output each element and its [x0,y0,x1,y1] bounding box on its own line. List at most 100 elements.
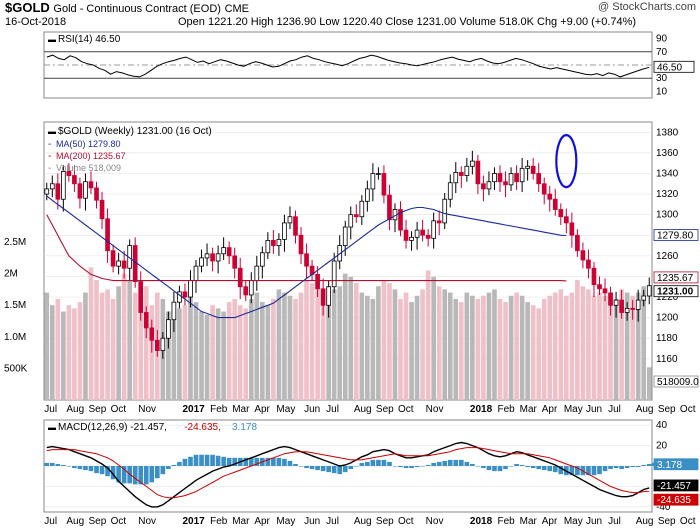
macd-histogram-bar [597,466,602,475]
volume-bar [132,292,138,400]
x-tick-label: Sep [376,404,394,415]
volume-bar [503,302,508,400]
macd-histogram-bar [547,466,553,472]
volume-bar [315,289,320,400]
macd-histogram-bar [458,459,464,466]
candle-body [232,255,238,269]
volume-bar [116,286,121,400]
rsi-tick-label: 90 [656,34,668,45]
volume-bar [276,289,282,400]
macd-histogram-bar [166,466,171,470]
candle-body [630,307,635,310]
x-tick-label: Sep [658,404,676,415]
candle-body [282,222,287,240]
macd-histogram-bar [552,466,558,473]
macd-histogram-bar [586,466,591,476]
macd-histogram-bar [403,466,409,469]
volume-bar [376,286,381,400]
volume-bar [619,289,624,400]
volume-bar [552,292,558,400]
candle-body [166,319,171,339]
price-legend-item: MA(50) 1279.80 [56,139,121,149]
volume-bar [602,295,608,400]
volume-bar [486,292,492,400]
volume-bar [265,305,271,400]
macd-x-tick-label: Feb [210,516,228,527]
x-tick-label: Aug [66,404,84,415]
macd-histogram-bar [121,466,127,484]
macd-histogram-bar [541,466,547,471]
macd-histogram-bar [248,457,254,466]
volume-bar [143,286,149,400]
macd-histogram-bar [575,466,580,476]
price-legend-item: MA(200) 1235.67 [56,151,126,161]
x-tick-label: Oct [111,404,127,415]
candle-body [497,173,503,183]
volume-bar [508,295,514,400]
macd-histogram-bar [315,466,320,471]
rsi-last-value: 46.50 [657,62,682,73]
macd-histogram-bar [265,457,271,466]
candle-body [342,226,348,246]
candle-body [635,299,641,310]
macd-histogram-bar [143,466,149,485]
volume-bar [61,311,66,400]
ma200-last-value-box [653,271,699,284]
price-legend-swatch: ▬ [48,127,56,136]
volume-bar [359,292,365,400]
macd-histogram-bar [331,466,337,474]
volume-bar [260,302,265,400]
macd-histogram-bar [591,466,597,476]
macd-histogram-bar [387,461,392,466]
macd-line [46,441,650,508]
volume-bar [525,302,530,400]
candle-body [94,187,99,201]
macd-histogram-bar [188,456,193,466]
volume-bar [99,292,105,400]
macd-x-tick-label: Oct [111,516,127,527]
candle-body [160,337,166,351]
candle-body [458,172,464,176]
volume-bar [470,295,475,400]
instrument-name: Gold - Continuous Contract (EOD) [53,3,221,15]
volume-bar [420,289,425,400]
volume-bar [586,289,591,400]
volume-bar [464,292,470,400]
macd-x-tick-label: 2017 [182,516,205,527]
volume-bar [558,289,564,400]
candle-body [503,181,508,186]
candle-body [105,218,110,252]
candle-body [287,216,293,224]
macd-histogram-bar [503,466,508,470]
macd-histogram-bar [414,466,420,468]
candle-body [77,183,83,199]
candle-body [591,267,597,286]
volume-tick-label: 2.5M [4,237,26,248]
macd-histogram-bar [105,466,110,477]
macd-x-tick-label: Sep [658,516,676,527]
volume-bar [304,279,309,400]
exchange: CME [224,3,250,15]
volume-last-value-box [653,375,699,388]
candle-body [348,214,354,228]
macd-signal-last-value: -24.635 [657,495,691,506]
macd-histogram-bar [293,463,298,466]
macd-x-tick-label: Jul [608,516,621,527]
macd-histogram-bar [624,466,630,469]
macd-x-tick-label: Jul [44,516,57,527]
volume-bar [447,292,453,400]
macd-histogram-bar [348,466,354,470]
volume-bar [49,305,55,400]
candle-body [293,216,298,236]
candle-body [88,181,94,189]
macd-histogram-bar [132,466,138,485]
macd-histogram-bar [447,459,453,466]
volume-bar [635,292,641,400]
candle-body [481,183,486,190]
macd-x-tick-label: Sep [376,516,394,527]
macd-histogram-bar [431,462,436,466]
volume-bar [204,314,210,400]
macd-histogram-bar [569,466,575,476]
watermark: @ StockCharts.com [598,1,696,13]
macd-histogram-bar [326,466,331,473]
